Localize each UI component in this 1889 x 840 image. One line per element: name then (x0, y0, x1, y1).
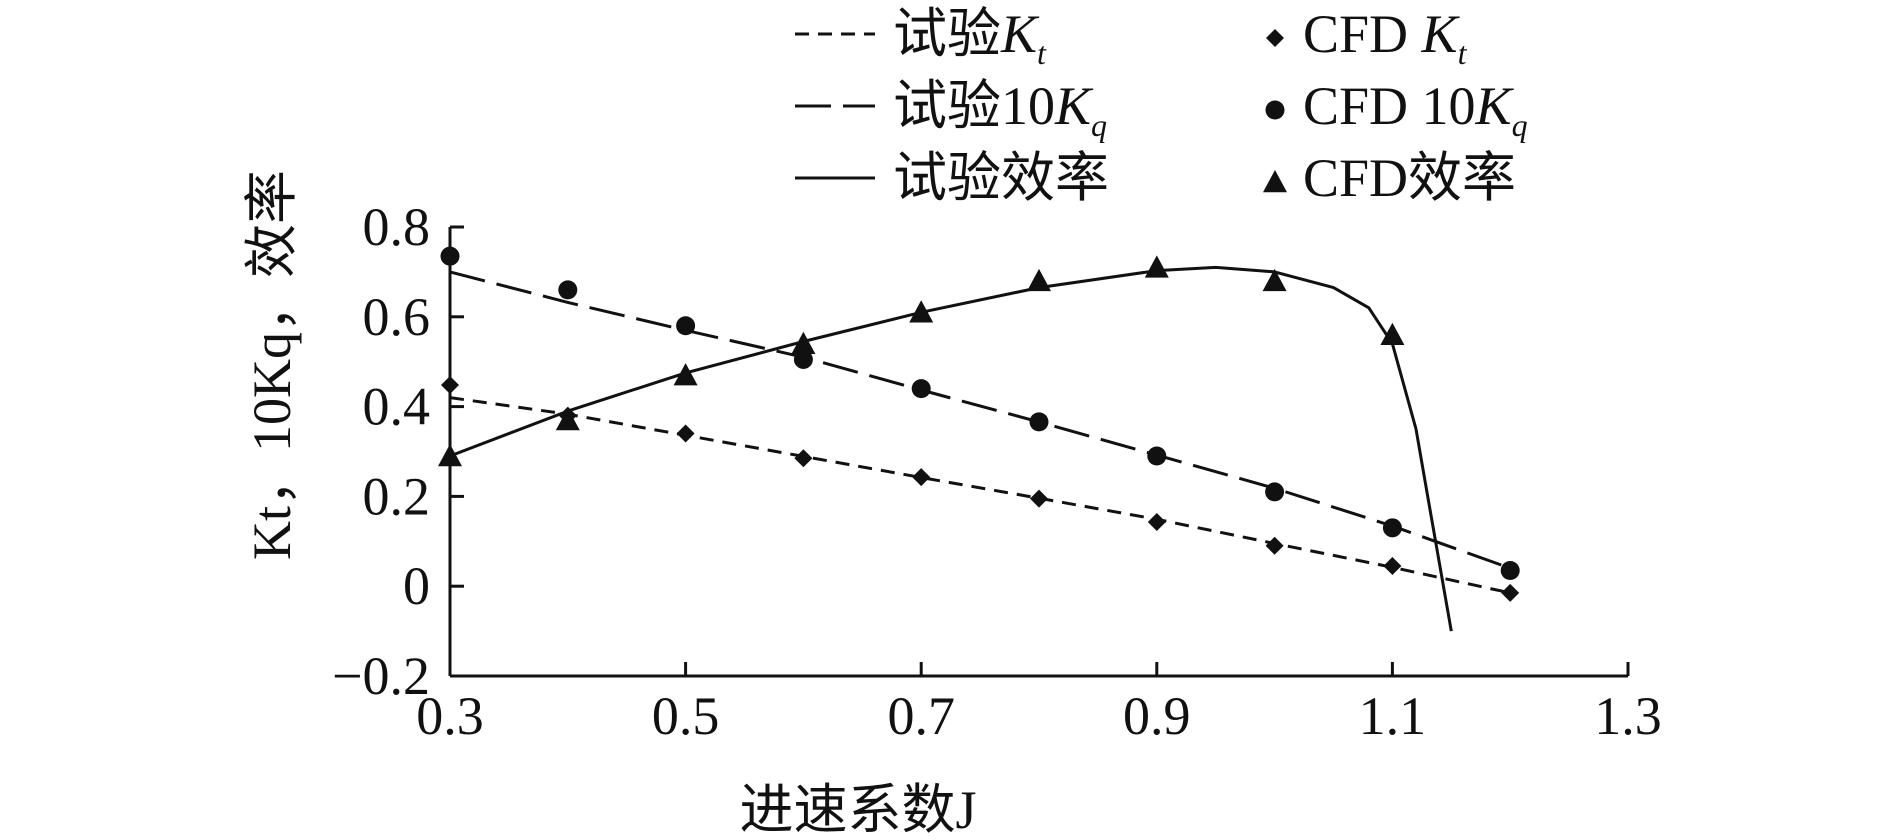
series-line-试验Kt (449, 396, 1511, 595)
data-point-CFD-Kt (912, 468, 931, 487)
legend-marker (1263, 170, 1287, 193)
x-tick-label: 0.9 (1123, 686, 1191, 746)
data-point-CFD-Kt (794, 449, 813, 468)
x-tick-label: 0.7 (887, 686, 955, 746)
data-point-CFD-10Kq (1382, 518, 1402, 538)
x-tick-label: 1.3 (1594, 686, 1662, 746)
data-point-CFD-Kt (1147, 512, 1166, 531)
y-tick-label: −0.2 (332, 646, 430, 706)
data-point-CFD-10Kq (911, 379, 931, 399)
data-point-CFD-10Kq (1029, 412, 1049, 432)
data-point-CFD效率 (673, 363, 698, 386)
data-point-CFD-Kt (676, 424, 695, 443)
series-line-试验效率 (449, 265, 1453, 632)
data-point-CFD效率 (909, 300, 934, 323)
data-point-CFD-10Kq (1265, 482, 1285, 502)
series-line-试验10Kq (449, 270, 1511, 570)
data-point-CFD效率 (1027, 268, 1051, 292)
y-tick-label: 0 (403, 556, 430, 616)
y-tick-label: 0.6 (363, 287, 431, 347)
legend-label: 试验10Kq (893, 76, 1107, 143)
x-axis-label: 进速系数J (739, 780, 976, 840)
legend-label: 试验效率 (893, 148, 1109, 208)
data-point-CFD-Kt (1501, 583, 1520, 602)
legend-marker (1266, 29, 1284, 47)
legend-label: CFD效率 (1303, 148, 1516, 208)
legend-label: 试验Kt (893, 4, 1047, 71)
data-point-CFD效率 (555, 408, 580, 431)
data-point-CFD-Kt (1265, 536, 1284, 555)
plot-area (438, 246, 1520, 632)
axes: 0.3 0.5 0.7 0.9 1.1 1.3 0.8 0.6 0.4 0.2 0 −0.2 (332, 197, 1662, 746)
legend-label: CFD 10Kq (1303, 76, 1528, 143)
y-tick-label: 0.4 (363, 377, 431, 437)
data-point-CFD-10Kq (558, 280, 578, 300)
y-axis-label: Kt，10Kq，效率 (242, 170, 302, 560)
y-tick-label: 0.8 (363, 197, 431, 257)
x-tick-label: 1.1 (1359, 686, 1427, 746)
data-point-CFD-Kt (1030, 489, 1048, 508)
data-point-CFD-10Kq (676, 316, 696, 336)
data-point-CFD效率 (1144, 255, 1169, 278)
data-point-CFD-10Kq (1500, 560, 1520, 580)
x-tick-label: 0.3 (416, 686, 484, 746)
y-tick-label: 0.2 (363, 466, 431, 526)
legend-label: CFD Kt (1303, 4, 1468, 71)
data-point-CFD效率 (1380, 322, 1405, 345)
x-tick-label: 0.5 (652, 686, 720, 746)
data-point-CFD效率 (791, 331, 816, 354)
data-point-CFD-Kt (1383, 556, 1402, 575)
legend-marker (1265, 100, 1285, 120)
data-point-CFD-10Kq (793, 349, 813, 369)
data-point-CFD-10Kq (1147, 446, 1167, 466)
data-point-CFD效率 (1262, 268, 1287, 292)
